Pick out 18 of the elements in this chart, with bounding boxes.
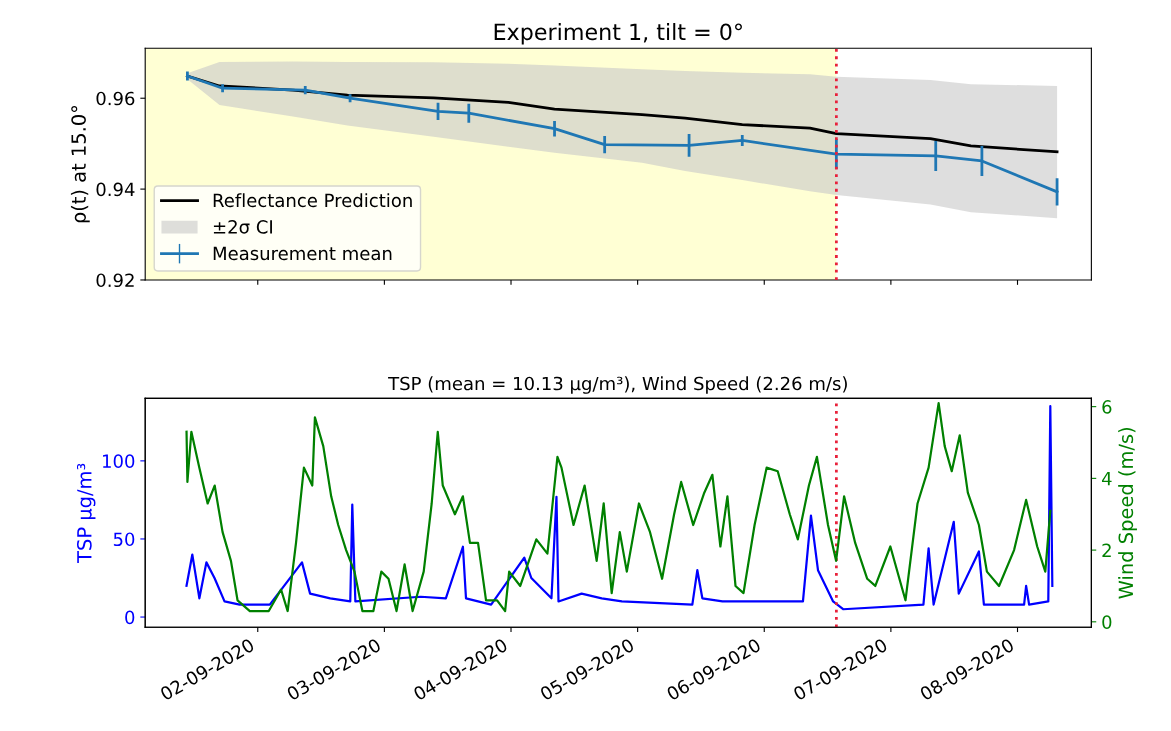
chart-title: TSP (mean = 10.13 μg/m³), Wind Speed (2.26 m/s) [388, 376, 847, 394]
chart-title: Experiment 1, tilt = 0° [494, 23, 742, 45]
y2-tick-label: 6 [1102, 400, 1112, 414]
y-axis-title: ρ(t) at 15.0° [70, 105, 90, 223]
y2-axis-title: Wind Speed (m/s) [1118, 427, 1137, 599]
y-tick-label: 0 [125, 610, 135, 625]
y-axis-title: TSP μg/m³ [76, 463, 96, 563]
y2-tick-label: 0 [1102, 615, 1112, 629]
legend-label: Reflectance Prediction [213, 193, 412, 208]
y-tick-label: 50 [113, 532, 135, 547]
y2-tick-label: 4 [1101, 472, 1112, 486]
y2-tick-label: 2 [1102, 543, 1111, 557]
legend-label: Measurement mean [213, 246, 392, 261]
y-tick-label: 0.96 [96, 91, 135, 106]
legend-label: ±2σ CI [213, 220, 272, 234]
y-tick-label: 100 [103, 454, 135, 468]
y-tick-label: 0.92 [96, 273, 134, 288]
y-tick-label: 0.94 [96, 182, 135, 197]
